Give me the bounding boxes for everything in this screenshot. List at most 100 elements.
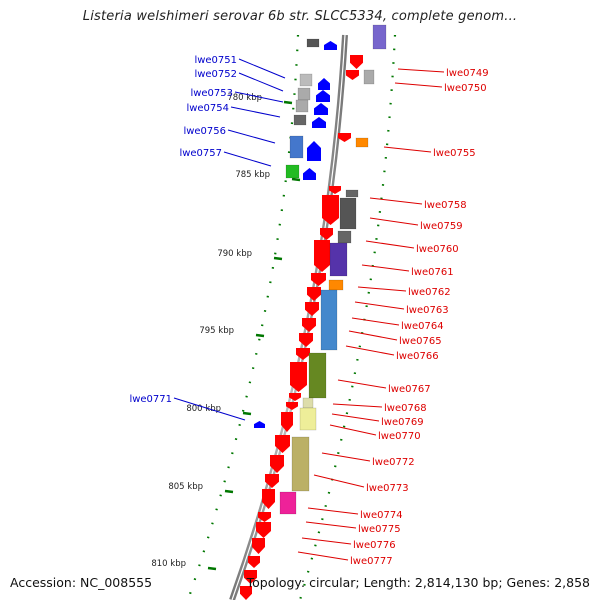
forward-cds-arrow (314, 103, 328, 115)
gene-leader-line (297, 551, 349, 561)
gene-block (329, 242, 348, 277)
kbp-tick-label: 805 kbp (168, 482, 203, 492)
gene-block (291, 436, 310, 492)
gene-label-lwe0769[interactable]: lwe0769 (381, 417, 424, 428)
gene-label-lwe0777[interactable]: lwe0777 (350, 556, 393, 567)
reverse-cds-arrow (320, 228, 333, 240)
reverse-cds-arrow (338, 133, 351, 142)
gene-leader-line (331, 413, 380, 422)
kbp-tick-label: 780 kbp (227, 93, 262, 103)
gene-label-lwe0749[interactable]: lwe0749 (446, 68, 489, 79)
gene-label-lwe0763[interactable]: lwe0763 (406, 305, 449, 316)
forward-cds-arrow (303, 168, 316, 180)
reverse-cds-arrow (258, 512, 271, 522)
kbp-tick-mark (207, 566, 217, 571)
gene-leader-line (345, 345, 395, 356)
gene-leader-line (348, 330, 398, 341)
reverse-cds-arrow (307, 287, 321, 301)
gene-block (302, 397, 314, 409)
gene-leader-line (369, 217, 419, 226)
gene-label-lwe0765[interactable]: lwe0765 (399, 336, 442, 347)
gene-label-lwe0752[interactable]: lwe0752 (194, 69, 237, 80)
accession-text: Accession: NC_008555 (10, 575, 153, 590)
gene-label-lwe0767[interactable]: lwe0767 (388, 384, 431, 395)
gene-label-lwe0762[interactable]: lwe0762 (408, 287, 451, 298)
reverse-cds-arrow (286, 402, 298, 410)
gene-leader-line (365, 240, 415, 249)
reverse-cds-arrow (256, 522, 271, 538)
gene-block (345, 189, 359, 198)
gene-leader-line (227, 129, 276, 144)
gene-label-lwe0775[interactable]: lwe0775 (358, 524, 401, 535)
gene-label-lwe0755[interactable]: lwe0755 (433, 148, 476, 159)
gene-label-lwe0764[interactable]: lwe0764 (401, 321, 444, 332)
gene-leader-line (223, 151, 272, 167)
map-title: Listeria welshimeri serovar 6b str. SLCC… (82, 9, 518, 24)
gene-label-lwe0766[interactable]: lwe0766 (396, 351, 439, 362)
kbp-tick-label: 810 kbp (151, 559, 186, 569)
feature-tracks (240, 24, 387, 600)
gene-label-lwe0774[interactable]: lwe0774 (360, 510, 403, 521)
gene-label-lwe0753[interactable]: lwe0753 (190, 88, 233, 99)
gene-leader-line (301, 537, 352, 545)
gene-block (320, 289, 338, 351)
reverse-cds-arrow (322, 195, 339, 225)
kbp-tick-mark (291, 177, 301, 182)
gene-leader-line (329, 424, 377, 436)
gene-block (295, 99, 309, 113)
gene-label-lwe0750[interactable]: lwe0750 (444, 83, 487, 94)
kbp-ticks: 780 kbp 785 kbp 790 kbp 795 kbp 800 kbp 805 k… (151, 93, 301, 571)
gene-leader-line (394, 82, 443, 88)
forward-cds-arrow (324, 41, 337, 50)
gene-label-lwe0770[interactable]: lwe0770 (378, 431, 421, 442)
gene-block (337, 230, 352, 244)
reverse-cds-arrow (244, 570, 257, 584)
gene-label-lwe0757[interactable]: lwe0757 (179, 148, 222, 159)
gene-label-lwe0754[interactable]: lwe0754 (186, 103, 229, 114)
gene-label-lwe0772[interactable]: lwe0772 (372, 457, 415, 468)
gene-label-lwe0756[interactable]: lwe0756 (183, 126, 226, 137)
gene-block (306, 38, 320, 48)
gene-label-lwe0768[interactable]: lwe0768 (384, 403, 427, 414)
gene-block (372, 24, 387, 50)
gene-leader-line (238, 72, 284, 92)
reverse-cds-arrow (275, 435, 290, 453)
gene-label-lwe0773[interactable]: lwe0773 (366, 483, 409, 494)
gene-leader-line (321, 452, 371, 462)
gene-leader-line (305, 521, 357, 529)
gene-label-lwe0776[interactable]: lwe0776 (353, 540, 396, 551)
gene-label-lwe0760[interactable]: lwe0760 (416, 244, 459, 255)
gene-label-lwe0751[interactable]: lwe0751 (194, 55, 237, 66)
topology-text: Topology: circular; Length: 2,814,130 bp… (246, 575, 590, 590)
ruler-track-outer (186, 34, 300, 600)
kbp-tick-label: 800 kbp (186, 404, 221, 414)
kbp-tick-mark (273, 256, 283, 261)
gene-block (339, 197, 357, 230)
kbp-tick-mark (283, 100, 293, 105)
ruler-track-inner (298, 34, 397, 600)
gene-leader-line (354, 301, 405, 310)
reverse-cds-arrow (270, 455, 284, 473)
gene-block (293, 114, 307, 126)
gene-block (355, 137, 369, 148)
gene-block (299, 73, 313, 87)
reverse-cds-arrow (350, 55, 363, 69)
kbp-tick-label: 795 kbp (199, 326, 234, 336)
gene-label-lwe0771[interactable]: lwe0771 (129, 394, 172, 405)
gene-label-lwe0759[interactable]: lwe0759 (420, 221, 463, 232)
reverse-cds-arrow (305, 302, 319, 316)
kbp-tick-label: 785 kbp (235, 170, 270, 180)
gene-leader-line (357, 286, 407, 292)
reverse-cds-arrow (240, 586, 252, 600)
reverse-cds-arrow (346, 70, 359, 80)
reverse-cds-arrow (281, 412, 293, 432)
reverse-cds-arrow (290, 362, 307, 392)
gene-block (279, 491, 297, 515)
gene-label-lwe0761[interactable]: lwe0761 (411, 267, 454, 278)
reverse-cds-arrow (302, 318, 316, 332)
gene-leader-line (234, 91, 284, 103)
gene-block (289, 135, 304, 159)
gene-label-lwe0758[interactable]: lwe0758 (424, 200, 467, 211)
